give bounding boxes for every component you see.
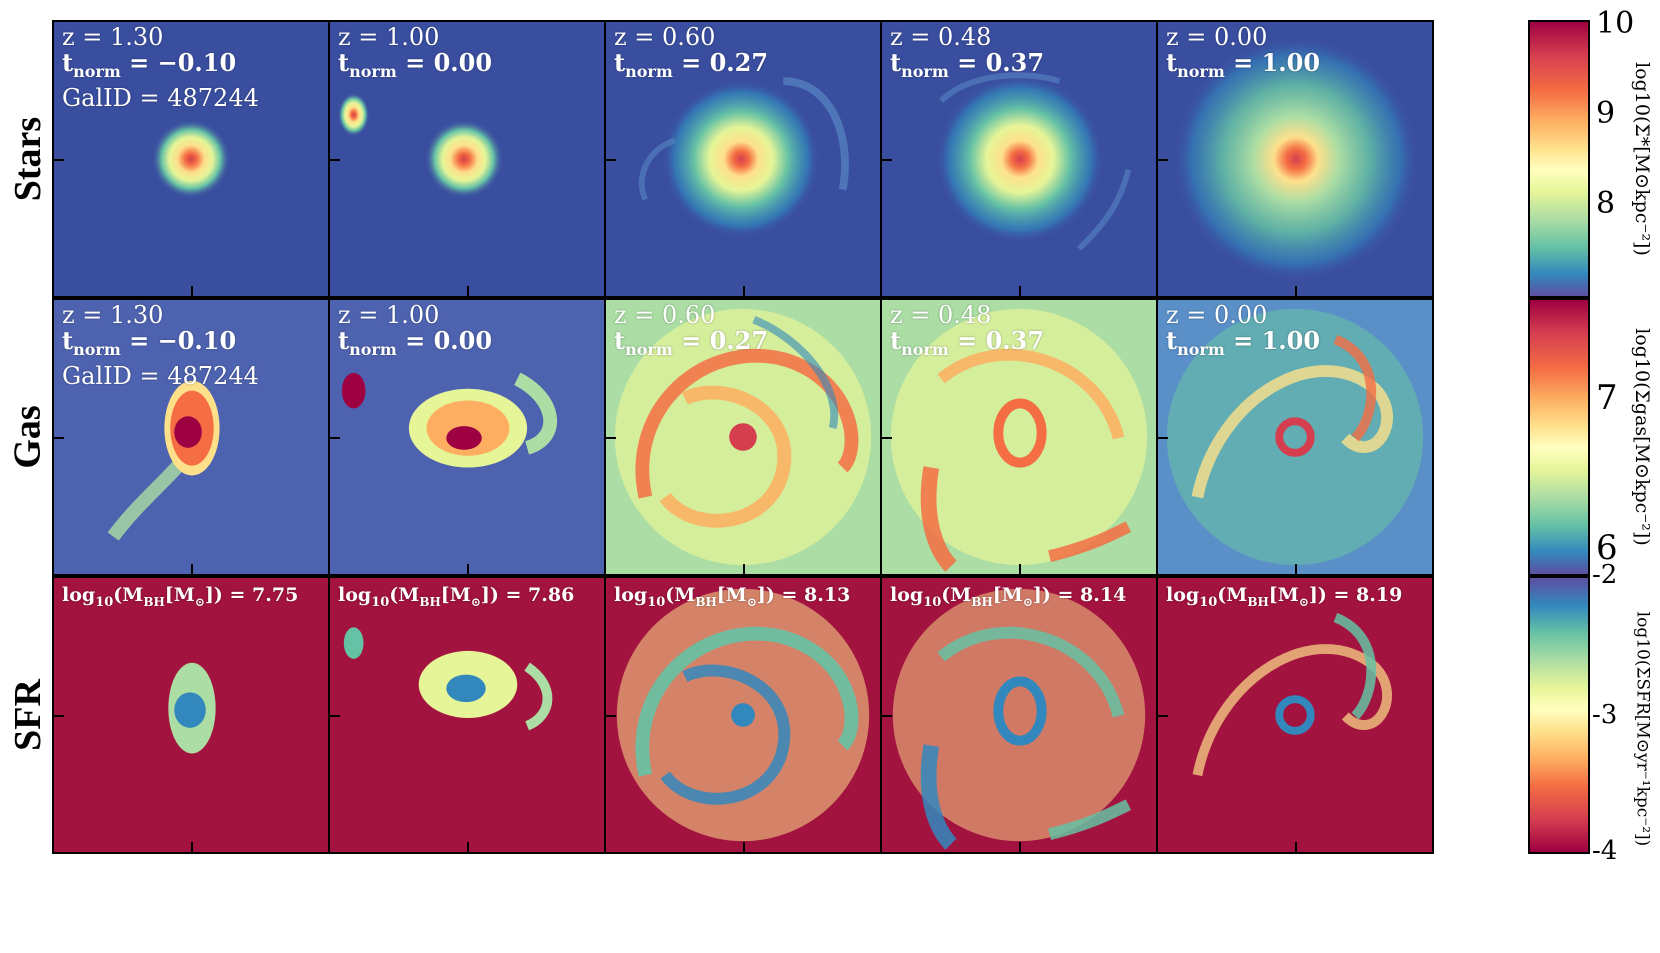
gas-map-3	[606, 300, 880, 574]
sfr-annotation-4: log10(MBH[M⊙]) = 8.14	[890, 584, 1127, 610]
panel-tick-left	[1158, 715, 1168, 717]
panel-tick-left	[606, 437, 616, 439]
colorbar-sfr-label: log10(ΣSFR[M⊙yr⁻¹kpc⁻²])	[1632, 611, 1653, 847]
panel-tick-left	[882, 715, 892, 717]
stars-map-2	[330, 22, 604, 296]
panel-tick-bottom	[467, 564, 469, 574]
panel-tick-bottom	[1019, 842, 1021, 852]
panel-tick-left	[330, 437, 340, 439]
stars-annotation-5: z = 0.00 tnorm = 1.00	[1166, 23, 1321, 81]
sfr-annotation-5: log10(MBH[M⊙]) = 8.19	[1166, 584, 1403, 610]
sfr-map-1	[54, 578, 328, 852]
panel-tick-left	[54, 159, 64, 161]
panel-tick-bottom	[1295, 842, 1297, 852]
panel-tick-bottom	[1295, 286, 1297, 296]
sfr-panel-5: log10(MBH[M⊙]) = 8.19	[1156, 576, 1434, 854]
panel-tick-bottom	[743, 286, 745, 296]
panel-tick-bottom	[191, 286, 193, 296]
sfr-panel-2: log10(MBH[M⊙]) = 7.86	[328, 576, 606, 854]
sfr-panel-3: log10(MBH[M⊙]) = 8.13	[604, 576, 882, 854]
gas-annotation-2: z = 1.00 tnorm = 0.00	[338, 301, 493, 359]
gas-map-5	[1158, 300, 1432, 574]
row-label-gas: Gas	[7, 405, 50, 469]
panel-tick-bottom	[1295, 564, 1297, 574]
gas-annotation-5: z = 0.00 tnorm = 1.00	[1166, 301, 1321, 359]
panel-tick-bottom	[467, 286, 469, 296]
stars-annotation-4: z = 0.48 tnorm = 0.37	[890, 23, 1045, 81]
sfr-map-5	[1158, 578, 1432, 852]
panel-tick-left	[330, 159, 340, 161]
gas-annotation-4: z = 0.48 tnorm = 0.37	[890, 301, 1045, 359]
colorbar-stars-tick: 10	[1596, 6, 1635, 41]
gas-map-1	[54, 300, 328, 574]
panel-tick-left	[882, 159, 892, 161]
gas-panel-3: z = 0.60 tnorm = 0.27	[604, 298, 882, 576]
colorbar-sfr-tick: -4	[1592, 836, 1618, 866]
colorbar-gas	[1528, 298, 1590, 576]
sfr-panel-1: log10(MBH[M⊙]) = 7.75	[52, 576, 330, 854]
stars-panel-5: z = 0.00 tnorm = 1.00	[1156, 20, 1434, 298]
panel-tick-bottom	[467, 842, 469, 852]
colorbar-stars-tick: 8	[1596, 186, 1616, 221]
colorbar-sfr-tick: -2	[1592, 560, 1618, 590]
panel-tick-left	[882, 437, 892, 439]
stars-map-3	[606, 22, 880, 296]
colorbar-gas-tick: 6	[1596, 528, 1618, 568]
stars-map-1	[54, 22, 328, 296]
panel-tick-left	[1158, 437, 1168, 439]
stars-annotation-2: z = 1.00 tnorm = 0.00	[338, 23, 493, 81]
sfr-annotation-2: log10(MBH[M⊙]) = 7.86	[338, 584, 575, 610]
colorbar-stars	[1528, 20, 1590, 298]
sfr-annotation-1: log10(MBH[M⊙]) = 7.75	[62, 584, 299, 610]
sfr-map-2	[330, 578, 604, 852]
stars-panel-3: z = 0.60 tnorm = 0.27	[604, 20, 882, 298]
gas-map-2	[330, 300, 604, 574]
colorbar-stars-label: log10(Σ*[M⊙kpc⁻²])	[1631, 62, 1653, 256]
colorbar-sfr	[1528, 576, 1590, 854]
row-label-stars: Stars	[7, 116, 50, 202]
panel-tick-bottom	[743, 842, 745, 852]
stars-map-5	[1158, 22, 1432, 296]
gas-panel-2: z = 1.00 tnorm = 0.00	[328, 298, 606, 576]
gas-map-4	[882, 300, 1156, 574]
panel-tick-bottom	[743, 564, 745, 574]
colorbar-gas-label: log10(Σgas[M⊙kpc⁻²])	[1631, 328, 1653, 546]
panel-tick-left	[606, 159, 616, 161]
stars-annotation-1: z = 1.30 tnorm = −0.10 GalID = 487244	[62, 23, 259, 112]
sfr-annotation-3: log10(MBH[M⊙]) = 8.13	[614, 584, 851, 610]
panel-tick-bottom	[1019, 286, 1021, 296]
stars-panel-2: z = 1.00 tnorm = 0.00	[328, 20, 606, 298]
colorbar-stars-tick: 9	[1596, 96, 1616, 131]
stars-panel-1: z = 1.30 tnorm = −0.10 GalID = 487244	[52, 20, 330, 298]
panel-tick-left	[606, 715, 616, 717]
colorbar-sfr-tick: -3	[1592, 700, 1618, 730]
stars-panel-4: z = 0.48 tnorm = 0.37	[880, 20, 1158, 298]
panel-tick-left	[330, 715, 340, 717]
sfr-map-3	[606, 578, 880, 852]
panel-tick-bottom	[191, 564, 193, 574]
panel-tick-bottom	[191, 842, 193, 852]
stars-map-4	[882, 22, 1156, 296]
sfr-panel-4: log10(MBH[M⊙]) = 8.14	[880, 576, 1158, 854]
row-label-sfr: SFR	[7, 679, 50, 751]
gas-panel-5: z = 0.00 tnorm = 1.00	[1156, 298, 1434, 576]
gas-annotation-3: z = 0.60 tnorm = 0.27	[614, 301, 769, 359]
colorbar-gas-tick: 7	[1596, 378, 1618, 418]
gas-annotation-1: z = 1.30 tnorm = −0.10 GalID = 487244	[62, 301, 259, 390]
panel-tick-left	[54, 437, 64, 439]
panel-tick-bottom	[1019, 564, 1021, 574]
sfr-map-4	[882, 578, 1156, 852]
gas-panel-4: z = 0.48 tnorm = 0.37	[880, 298, 1158, 576]
panel-tick-left	[54, 715, 64, 717]
gas-panel-1: z = 1.30 tnorm = −0.10 GalID = 487244	[52, 298, 330, 576]
panel-tick-left	[1158, 159, 1168, 161]
stars-annotation-3: z = 0.60 tnorm = 0.27	[614, 23, 769, 81]
